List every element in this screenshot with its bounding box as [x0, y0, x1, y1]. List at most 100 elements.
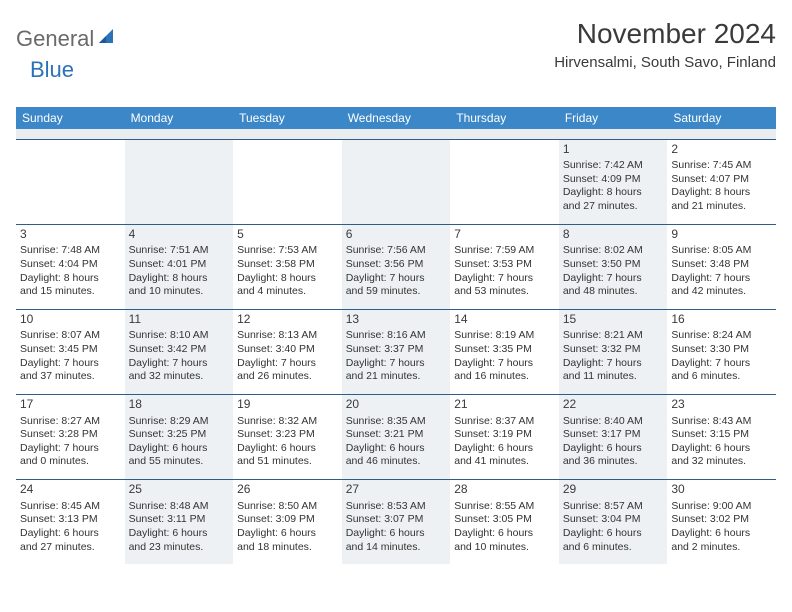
sunrise-text: Sunrise: 7:59 AM	[454, 244, 555, 258]
day-cell: 18Sunrise: 8:29 AMSunset: 3:25 PMDayligh…	[125, 394, 234, 479]
sunset-text: Sunset: 4:09 PM	[563, 173, 664, 187]
day-number: 25	[129, 482, 230, 498]
daylight-text: and 32 minutes.	[671, 455, 772, 469]
sunrise-text: Sunrise: 8:24 AM	[671, 329, 772, 343]
sunrise-text: Sunrise: 7:53 AM	[237, 244, 338, 258]
daylight-text: and 6 minutes.	[671, 370, 772, 384]
week-row: 1Sunrise: 7:42 AMSunset: 4:09 PMDaylight…	[16, 139, 776, 224]
sunrise-text: Sunrise: 8:07 AM	[20, 329, 121, 343]
day-number: 4	[129, 227, 230, 243]
sunset-text: Sunset: 3:48 PM	[671, 258, 772, 272]
logo: General	[16, 18, 118, 52]
day-header: Saturday	[667, 107, 776, 129]
day-number: 17	[20, 397, 121, 413]
daylight-text: and 59 minutes.	[346, 285, 447, 299]
day-header: Tuesday	[233, 107, 342, 129]
daylight-text: and 53 minutes.	[454, 285, 555, 299]
day-header: Monday	[125, 107, 234, 129]
day-cell: 4Sunrise: 7:51 AMSunset: 4:01 PMDaylight…	[125, 224, 234, 309]
day-cell: 14Sunrise: 8:19 AMSunset: 3:35 PMDayligh…	[450, 309, 559, 394]
sunrise-text: Sunrise: 8:27 AM	[20, 415, 121, 429]
sunset-text: Sunset: 3:19 PM	[454, 428, 555, 442]
daylight-text: and 27 minutes.	[20, 541, 121, 555]
daylight-text: Daylight: 8 hours	[237, 272, 338, 286]
day-cell: 29Sunrise: 8:57 AMSunset: 3:04 PMDayligh…	[559, 480, 668, 565]
sunset-text: Sunset: 4:04 PM	[20, 258, 121, 272]
sunset-text: Sunset: 3:15 PM	[671, 428, 772, 442]
sunrise-text: Sunrise: 8:40 AM	[563, 415, 664, 429]
daylight-text: Daylight: 8 hours	[671, 186, 772, 200]
sunset-text: Sunset: 3:23 PM	[237, 428, 338, 442]
day-number: 10	[20, 312, 121, 328]
week-row: 17Sunrise: 8:27 AMSunset: 3:28 PMDayligh…	[16, 394, 776, 479]
day-cell: 17Sunrise: 8:27 AMSunset: 3:28 PMDayligh…	[16, 394, 125, 479]
sunset-text: Sunset: 3:56 PM	[346, 258, 447, 272]
sunrise-text: Sunrise: 8:50 AM	[237, 500, 338, 514]
page-title: November 2024	[554, 18, 776, 50]
sunrise-text: Sunrise: 8:02 AM	[563, 244, 664, 258]
daylight-text: and 36 minutes.	[563, 455, 664, 469]
day-number: 18	[129, 397, 230, 413]
daylight-text: and 41 minutes.	[454, 455, 555, 469]
sunrise-text: Sunrise: 8:19 AM	[454, 329, 555, 343]
day-header: Wednesday	[342, 107, 451, 129]
daylight-text: and 46 minutes.	[346, 455, 447, 469]
day-cell: 21Sunrise: 8:37 AMSunset: 3:19 PMDayligh…	[450, 394, 559, 479]
sunset-text: Sunset: 3:02 PM	[671, 513, 772, 527]
day-cell	[233, 139, 342, 224]
sunset-text: Sunset: 3:42 PM	[129, 343, 230, 357]
day-cell: 16Sunrise: 8:24 AMSunset: 3:30 PMDayligh…	[667, 309, 776, 394]
sunset-text: Sunset: 3:07 PM	[346, 513, 447, 527]
daylight-text: and 42 minutes.	[671, 285, 772, 299]
day-header: Friday	[559, 107, 668, 129]
day-number: 15	[563, 312, 664, 328]
daylight-text: Daylight: 6 hours	[671, 527, 772, 541]
day-cell: 20Sunrise: 8:35 AMSunset: 3:21 PMDayligh…	[342, 394, 451, 479]
sunset-text: Sunset: 3:05 PM	[454, 513, 555, 527]
daylight-text: and 21 minutes.	[671, 200, 772, 214]
day-cell: 13Sunrise: 8:16 AMSunset: 3:37 PMDayligh…	[342, 309, 451, 394]
daylight-text: and 11 minutes.	[563, 370, 664, 384]
day-cell	[450, 139, 559, 224]
daylight-text: and 10 minutes.	[129, 285, 230, 299]
sunrise-text: Sunrise: 8:29 AM	[129, 415, 230, 429]
day-cell: 23Sunrise: 8:43 AMSunset: 3:15 PMDayligh…	[667, 394, 776, 479]
daylight-text: Daylight: 6 hours	[454, 527, 555, 541]
day-number: 2	[671, 142, 772, 158]
day-cell: 11Sunrise: 8:10 AMSunset: 3:42 PMDayligh…	[125, 309, 234, 394]
sunset-text: Sunset: 3:11 PM	[129, 513, 230, 527]
logo-text-general: General	[16, 26, 94, 52]
day-cell: 27Sunrise: 8:53 AMSunset: 3:07 PMDayligh…	[342, 480, 451, 565]
daylight-text: and 27 minutes.	[563, 200, 664, 214]
day-header: Thursday	[450, 107, 559, 129]
daylight-text: and 48 minutes.	[563, 285, 664, 299]
daylight-text: Daylight: 7 hours	[563, 272, 664, 286]
daylight-text: and 4 minutes.	[237, 285, 338, 299]
day-number: 20	[346, 397, 447, 413]
calendar-body: 1Sunrise: 7:42 AMSunset: 4:09 PMDaylight…	[16, 139, 776, 564]
day-number: 24	[20, 482, 121, 498]
daylight-text: and 15 minutes.	[20, 285, 121, 299]
calendar-table: Sunday Monday Tuesday Wednesday Thursday…	[16, 107, 776, 564]
sunset-text: Sunset: 3:21 PM	[346, 428, 447, 442]
daylight-text: Daylight: 7 hours	[346, 272, 447, 286]
day-number: 29	[563, 482, 664, 498]
sunrise-text: Sunrise: 8:55 AM	[454, 500, 555, 514]
daylight-text: Daylight: 7 hours	[671, 357, 772, 371]
daylight-text: Daylight: 7 hours	[346, 357, 447, 371]
day-cell: 28Sunrise: 8:55 AMSunset: 3:05 PMDayligh…	[450, 480, 559, 565]
day-cell: 5Sunrise: 7:53 AMSunset: 3:58 PMDaylight…	[233, 224, 342, 309]
calendar-page: General November 2024 Hirvensalmi, South…	[0, 0, 792, 570]
week-row: 10Sunrise: 8:07 AMSunset: 3:45 PMDayligh…	[16, 309, 776, 394]
day-number: 21	[454, 397, 555, 413]
sunset-text: Sunset: 3:09 PM	[237, 513, 338, 527]
day-cell	[125, 139, 234, 224]
sunrise-text: Sunrise: 8:45 AM	[20, 500, 121, 514]
day-number: 1	[563, 142, 664, 158]
daylight-text: Daylight: 8 hours	[129, 272, 230, 286]
daylight-text: and 23 minutes.	[129, 541, 230, 555]
daylight-text: and 6 minutes.	[563, 541, 664, 555]
day-number: 19	[237, 397, 338, 413]
sunrise-text: Sunrise: 8:05 AM	[671, 244, 772, 258]
day-cell: 10Sunrise: 8:07 AMSunset: 3:45 PMDayligh…	[16, 309, 125, 394]
